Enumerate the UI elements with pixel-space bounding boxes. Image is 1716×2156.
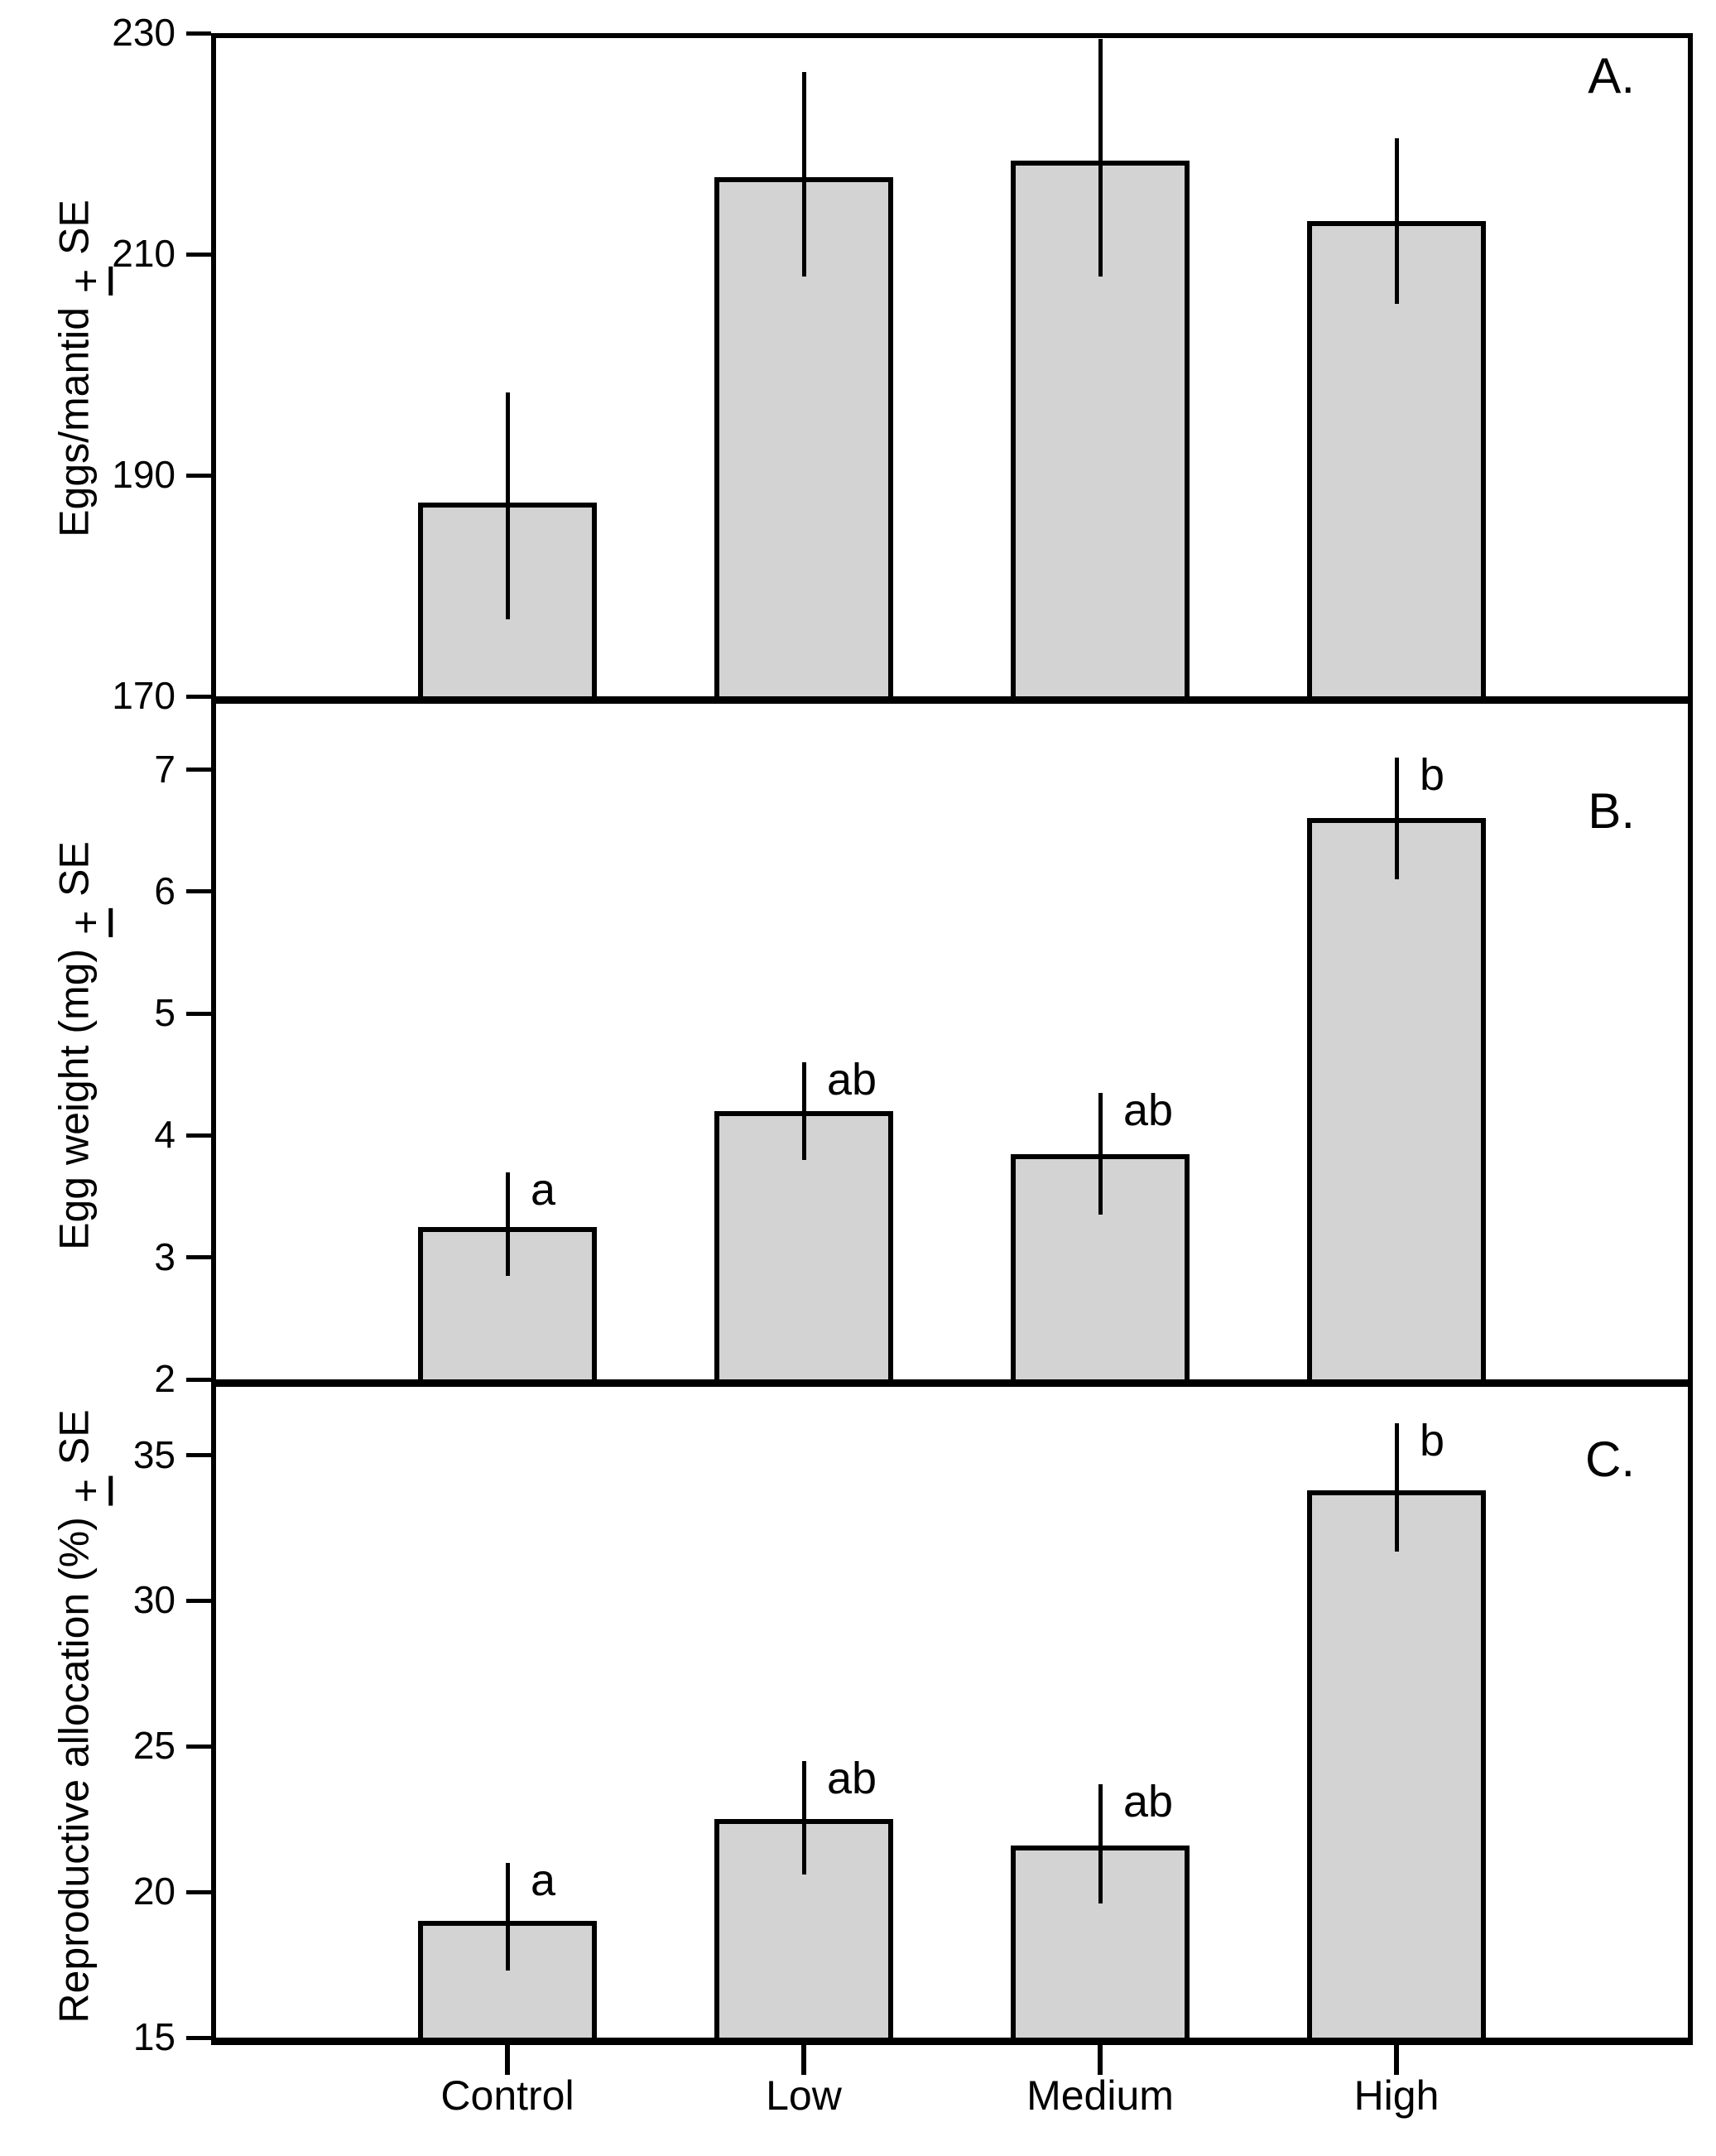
sig-letter-high-panel-2: b: [1420, 749, 1445, 800]
sig-letter-medium-panel-3: ab: [1123, 1777, 1174, 1827]
plus-minus-symbol: +: [62, 907, 113, 937]
y-tick: [186, 1598, 211, 1603]
error-bar-control-panel-1: [505, 392, 510, 619]
y-tick: [186, 2035, 211, 2040]
y-tick: [186, 694, 211, 699]
plus-minus-symbol: +: [62, 1476, 113, 1506]
error-bar-low-panel-3: [801, 1760, 806, 1875]
y-tick: [186, 1889, 211, 1894]
x-category-tick-control: [505, 2045, 510, 2075]
y-tick-label: 4: [154, 1113, 175, 1157]
x-category-label-low: Low: [766, 2072, 842, 2119]
y-tick: [186, 889, 211, 894]
sig-letter-high-panel-3: b: [1420, 1415, 1445, 1465]
y-tick: [186, 1011, 211, 1016]
y-tick: [186, 473, 211, 478]
error-bar-high-panel-2: [1394, 757, 1399, 880]
panel-letter-b: B.: [1588, 783, 1635, 839]
sig-letter-low-panel-3: ab: [827, 1753, 877, 1803]
error-bar-control-panel-2: [505, 1172, 510, 1276]
error-bar-high-panel-3: [1394, 1422, 1399, 1552]
x-category-tick-low: [801, 2045, 806, 2075]
y-tick: [186, 252, 211, 257]
bar-high-panel-2: [1307, 818, 1486, 1379]
y-tick-label: 6: [154, 869, 175, 912]
y-tick: [186, 768, 211, 772]
error-bar-medium-panel-2: [1098, 1092, 1103, 1215]
panel-letter-a: A.: [1588, 48, 1635, 103]
y-tick: [186, 31, 211, 36]
error-bar-low-panel-2: [801, 1062, 806, 1160]
panel-b: [211, 704, 1693, 1387]
y-axis-title-text: Eggs/mantid: [50, 306, 98, 537]
y-tick-label: 210: [112, 232, 175, 275]
y-tick-label: 20: [132, 1870, 175, 1913]
error-bar-control-panel-3: [505, 1862, 510, 1971]
y-tick: [186, 1377, 211, 1382]
sig-letter-low-panel-2: ab: [827, 1055, 877, 1105]
y-tick: [186, 1133, 211, 1138]
y-tick: [186, 1453, 211, 1458]
x-category-tick-high: [1394, 2045, 1399, 2075]
y-tick-label: 5: [154, 991, 175, 1035]
sig-letter-control-panel-3: a: [531, 1855, 556, 1905]
y-tick-label: 190: [112, 453, 175, 496]
x-category-label-high: High: [1353, 2072, 1440, 2119]
y-tick: [186, 1255, 211, 1260]
error-bar-medium-panel-3: [1098, 1784, 1103, 1904]
y-tick-label: 25: [132, 1724, 175, 1768]
x-category-label-medium: Medium: [1026, 2072, 1174, 2119]
error-bar-low-panel-1: [801, 71, 806, 277]
y-tick-label: 7: [154, 747, 175, 791]
y-tick: [186, 1744, 211, 1749]
y-tick-label: 15: [132, 2015, 175, 2058]
y-tick-label: 170: [112, 674, 175, 717]
y-tick-label: 2: [154, 1357, 175, 1400]
panel-letter-c: C.: [1585, 1432, 1635, 1487]
error-bar-medium-panel-1: [1098, 38, 1103, 277]
y-tick-label: 230: [112, 11, 175, 54]
x-category-tick-medium: [1098, 2045, 1103, 2075]
sig-letter-control-panel-2: a: [531, 1164, 556, 1215]
panel-c: [211, 1387, 1693, 2045]
y-tick-label: 30: [132, 1578, 175, 1622]
x-category-label-control: Control: [440, 2072, 574, 2119]
error-bar-high-panel-1: [1394, 137, 1399, 305]
y-tick-label: 35: [132, 1432, 175, 1476]
y-tick-label: 3: [154, 1234, 175, 1278]
bar-high-panel-3: [1307, 1489, 1486, 2038]
panel-a: [211, 33, 1693, 704]
sig-letter-medium-panel-2: ab: [1123, 1085, 1174, 1135]
y-axis-title-panel-c: Reproductive allocation (%) + SE: [50, 1409, 113, 2024]
